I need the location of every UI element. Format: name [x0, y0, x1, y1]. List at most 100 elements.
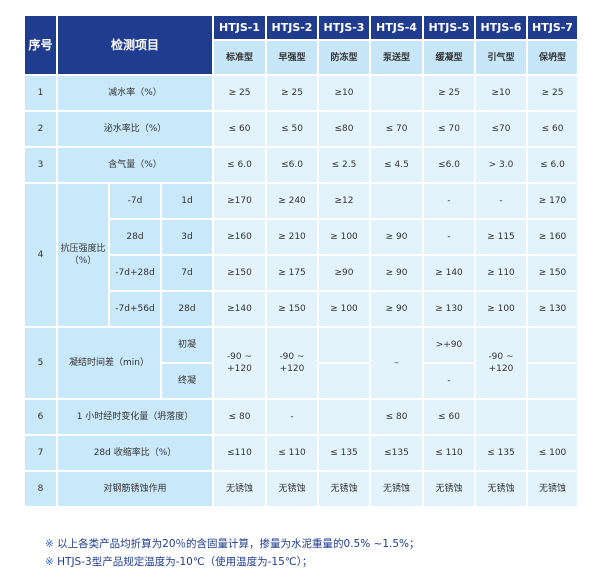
value-cell [369, 182, 424, 220]
value-cell [526, 326, 579, 364]
table-row: 8 对钢筋锈蚀作用 无锈蚀 无锈蚀 无锈蚀 无锈蚀 无锈蚀 无锈蚀 无锈蚀 [23, 470, 579, 508]
table-row: 标准型 早强型 防冻型 泵送型 缓凝型 引气型 保坍型 [24, 39, 579, 76]
table-row: 5 凝结时间差（min） 初凝 -90 ~ +120 -90 ~ +120– >+90 -9… [23, 326, 579, 400]
value-cell: ≥ 240 [265, 182, 319, 220]
value-cell: – [369, 326, 424, 400]
value-cell: ≥ 150 [526, 254, 579, 292]
row-number: 3 [23, 146, 58, 184]
value-cell: >+90 [422, 326, 476, 364]
value-cell: > 3.0 [474, 146, 528, 184]
value-cell: ≥ 160 [526, 218, 579, 256]
row-label: 凝结时间差（min） [56, 326, 162, 400]
product-code: HTJS-4 [369, 14, 424, 41]
test-age: 7d [160, 254, 214, 292]
value-cell: ≥10 [474, 74, 528, 112]
test-age: -7d+28d [108, 254, 162, 292]
value-cell [474, 398, 528, 436]
value-cell: -90 ~ +120 [474, 326, 528, 400]
value-cell: ≤ 60 [422, 398, 476, 436]
product-code: HTJS-5 [422, 14, 476, 41]
value-cell: ≤ 110 [422, 434, 476, 472]
product-code: HTJS-2 [265, 14, 319, 41]
value-cell: 无锈蚀 [317, 470, 371, 508]
test-age: 28d [108, 218, 162, 256]
test-age: 1d [160, 182, 214, 220]
value-cell [317, 326, 371, 364]
reference-mark-icon: ※ [45, 538, 54, 550]
value-cell: ≥ 130 [422, 290, 476, 328]
value-cell: ≤ 100 [526, 434, 579, 472]
product-code: HTJS-1 [212, 14, 267, 41]
value-cell: ≥10 [317, 74, 371, 112]
product-type: 缓凝型 [422, 39, 476, 76]
value-cell: ≤70 [474, 110, 528, 148]
row-label: 1 小时经时变化量（坍落度） [56, 398, 214, 436]
row-label: 减水率（%） [56, 74, 214, 112]
value-cell: ≥170 [212, 182, 267, 220]
value-cell: 无锈蚀 [474, 470, 528, 508]
value-cell [526, 362, 579, 400]
value-cell: ≤ 80 [212, 398, 267, 436]
value-cell [369, 74, 424, 112]
value-cell: ≤ 60 [212, 110, 267, 148]
value-cell: - [265, 398, 319, 436]
note-text: HTJS-3型产品规定温度为-10℃（使用温度为-15℃）； [57, 556, 313, 568]
value-cell: ≤ 2.5 [317, 146, 371, 184]
value-cell: ≤ 70 [369, 110, 424, 148]
value-cell: - [422, 218, 476, 256]
value-cell: ≤ 4.5 [369, 146, 424, 184]
value-cell: - [422, 182, 476, 220]
value-cell: ≥ 140 [422, 254, 476, 292]
value-cell [526, 398, 579, 436]
value-cell: ≤ 135 [474, 434, 528, 472]
value-cell: 无锈蚀 [526, 470, 579, 508]
value-cell: ≥ 90 [369, 290, 424, 328]
value-cell: ≥ 100 [317, 290, 371, 328]
value-cell [317, 362, 371, 400]
value-cell: ≥ 25 [526, 74, 579, 112]
value-cell: ≥ 150 [265, 290, 319, 328]
value-cell: ≤ 6.0 [526, 146, 579, 184]
header-item: 检测项目 [56, 14, 214, 76]
row-label: 泌水率比（%） [56, 110, 214, 148]
initial-set-label: 初凝 [160, 326, 214, 364]
value-cell: ≥90 [317, 254, 371, 292]
product-type: 引气型 [474, 39, 528, 76]
value-cell: ≥ 175 [265, 254, 319, 292]
value-cell: ≥12 [317, 182, 371, 220]
value-cell: ≥ 100 [317, 218, 371, 256]
value-cell: -90 ~ +120 [212, 326, 267, 400]
table-row: 4 抗压强度比（%） -7d 1d ≥170 ≥ 240 ≥12- - ≥ 170 [23, 182, 579, 328]
header-no: 序号 [23, 14, 58, 76]
table-row: -7d+56d 28d ≥140 ≥ 150 ≥ 100 ≥ 90 ≥ 130 ≥ 100 ≥ … [24, 290, 579, 328]
table-row: 序号 检测项目 HTJS-1 HTJS-2 HTJS-3 HTJS-4 HTJS-5 HTJS… [23, 14, 579, 76]
value-cell: ≤135 [369, 434, 424, 472]
value-cell: ≤ 135 [317, 434, 371, 472]
value-cell: ≤80 [317, 110, 371, 148]
value-cell: 无锈蚀 [212, 470, 267, 508]
row-label: 28d 收缩率比（%） [56, 434, 214, 472]
value-cell: 无锈蚀 [422, 470, 476, 508]
row-number: 7 [23, 434, 58, 472]
product-type: 防冻型 [317, 39, 371, 76]
footnotes: ※ 以上各类产品均折算为20％的含固量计算，掺量为水泥重量的0.5% ~1.5%… [45, 535, 420, 571]
value-cell: - [474, 182, 528, 220]
value-cell [317, 398, 371, 436]
value-cell: ≤ 50 [265, 110, 319, 148]
value-cell: ≤ 70 [422, 110, 476, 148]
row-number: 8 [23, 470, 58, 508]
test-age: 3d [160, 218, 214, 256]
table-row: 1 减水率（%） ≥ 25 ≥ 25 ≥10 ≥ 25 ≥10 ≥ 25 [23, 74, 579, 112]
row-number: 6 [23, 398, 58, 436]
product-type: 保坍型 [526, 39, 579, 76]
product-code: HTJS-6 [474, 14, 528, 41]
value-cell: ≥ 210 [265, 218, 319, 256]
row-number: 5 [23, 326, 58, 400]
value-cell: ≥ 115 [474, 218, 528, 256]
product-code: HTJS-7 [526, 14, 579, 41]
final-set-label: 终凝 [160, 362, 214, 400]
row-number: 2 [23, 110, 58, 148]
note-2: ※ HTJS-3型产品规定温度为-10℃（使用温度为-15℃）； [45, 553, 420, 571]
value-cell: ≥ 25 [265, 74, 319, 112]
value-cell: ≤ 80 [369, 398, 424, 436]
